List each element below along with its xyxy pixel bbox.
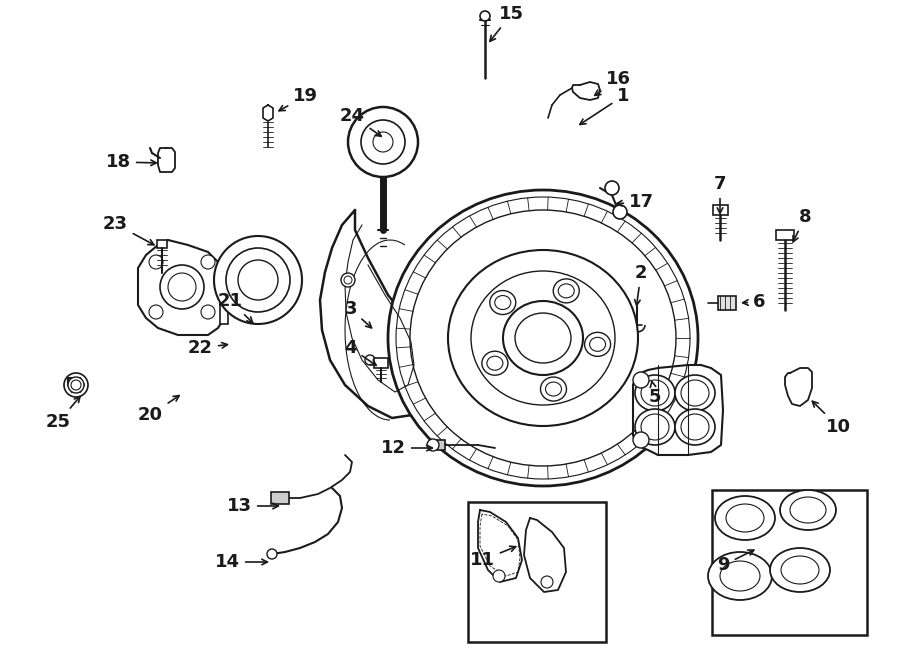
Circle shape: [613, 205, 627, 219]
Circle shape: [541, 576, 553, 588]
Bar: [712, 490, 867, 635]
Ellipse shape: [541, 377, 566, 401]
Ellipse shape: [554, 279, 580, 303]
Bar: [776, 230, 794, 240]
Text: 24: 24: [340, 107, 382, 136]
Circle shape: [201, 305, 215, 319]
Ellipse shape: [388, 190, 698, 486]
Ellipse shape: [708, 552, 772, 600]
Text: 17: 17: [616, 193, 654, 211]
Circle shape: [605, 181, 619, 195]
Text: 23: 23: [103, 215, 154, 245]
Ellipse shape: [585, 332, 610, 356]
Bar: [271, 492, 289, 504]
Ellipse shape: [770, 548, 830, 592]
Circle shape: [68, 377, 84, 393]
Polygon shape: [572, 82, 600, 100]
Text: 6: 6: [742, 293, 766, 311]
Polygon shape: [785, 368, 812, 406]
Bar: [433, 440, 445, 450]
Circle shape: [348, 107, 418, 177]
Bar: [713, 205, 728, 215]
Text: 1: 1: [580, 87, 629, 124]
Text: 9: 9: [717, 550, 754, 574]
Ellipse shape: [635, 375, 675, 411]
Text: 5: 5: [649, 381, 662, 406]
Circle shape: [633, 372, 649, 388]
Circle shape: [267, 549, 277, 559]
Text: 14: 14: [215, 553, 267, 571]
Polygon shape: [68, 378, 84, 392]
Ellipse shape: [503, 301, 583, 375]
Ellipse shape: [471, 271, 615, 405]
Text: 2: 2: [634, 264, 647, 305]
Text: 3: 3: [345, 300, 372, 328]
Circle shape: [214, 236, 302, 324]
Circle shape: [480, 11, 490, 21]
Ellipse shape: [482, 351, 508, 375]
Bar: [374, 358, 388, 368]
Circle shape: [149, 305, 163, 319]
Ellipse shape: [715, 496, 775, 540]
Text: 7: 7: [714, 175, 726, 214]
Text: 13: 13: [227, 497, 278, 515]
Text: 12: 12: [381, 439, 432, 457]
Text: 25: 25: [46, 397, 80, 431]
Polygon shape: [633, 365, 723, 455]
Polygon shape: [524, 518, 566, 592]
Text: 15: 15: [490, 5, 524, 42]
Ellipse shape: [490, 291, 516, 315]
Polygon shape: [158, 148, 175, 172]
Circle shape: [160, 265, 204, 309]
Ellipse shape: [780, 490, 836, 530]
Bar: [157, 240, 167, 248]
Bar: [718, 296, 736, 310]
Text: 22: 22: [188, 339, 228, 357]
Circle shape: [633, 432, 649, 448]
Text: 10: 10: [813, 401, 851, 436]
Text: 21: 21: [218, 292, 253, 323]
Circle shape: [493, 570, 505, 582]
Text: 8: 8: [793, 208, 812, 242]
Polygon shape: [478, 510, 522, 582]
Circle shape: [226, 248, 290, 312]
Circle shape: [64, 373, 88, 397]
Polygon shape: [320, 210, 428, 418]
Ellipse shape: [675, 375, 715, 411]
Circle shape: [201, 255, 215, 269]
Text: 16: 16: [595, 70, 631, 95]
Bar: [468, 502, 606, 642]
Circle shape: [341, 273, 355, 287]
Ellipse shape: [675, 409, 715, 445]
Polygon shape: [263, 105, 273, 121]
Text: 19: 19: [279, 87, 318, 111]
Polygon shape: [138, 240, 226, 335]
Text: 20: 20: [138, 395, 179, 424]
Bar: [220, 272, 228, 324]
Circle shape: [427, 439, 439, 451]
Text: 4: 4: [345, 339, 376, 366]
Circle shape: [361, 120, 405, 164]
Ellipse shape: [448, 250, 638, 426]
Text: 18: 18: [106, 153, 157, 171]
Circle shape: [365, 355, 375, 365]
Text: 11: 11: [470, 546, 516, 569]
Ellipse shape: [635, 409, 675, 445]
Circle shape: [149, 255, 163, 269]
